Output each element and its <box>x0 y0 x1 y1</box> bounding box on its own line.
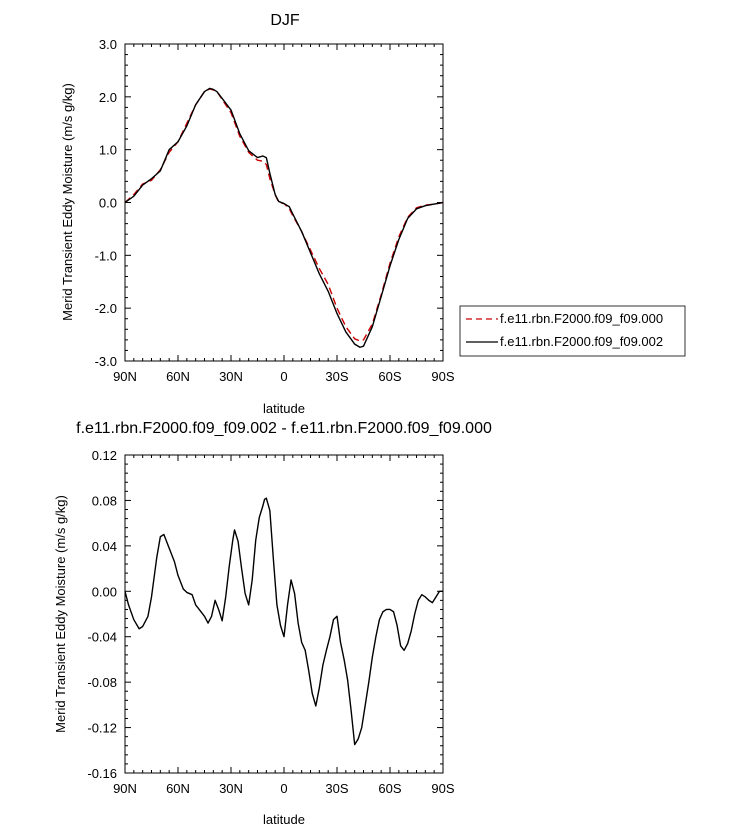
top-chart-x-axis-label: latitude <box>263 401 305 416</box>
y-tick-label: -1.0 <box>95 248 117 263</box>
y-tick-label: -3.0 <box>95 354 117 369</box>
x-tick-label: 30N <box>219 781 243 796</box>
y-tick-label: -0.04 <box>87 630 117 645</box>
y-tick-label: 3.0 <box>99 37 117 52</box>
series-line-1 <box>124 87 444 348</box>
y-tick-label: 1.0 <box>99 143 117 158</box>
top-chart: DJF Merid Transient Eddy Moisture (m/s g… <box>60 12 455 416</box>
top-chart-title: DJF <box>270 12 300 29</box>
x-tick-label: 60N <box>166 781 190 796</box>
x-tick-label: 60N <box>166 369 190 384</box>
x-tick-label: 30S <box>325 369 348 384</box>
legend-box <box>459 305 686 357</box>
x-tick-label: 0 <box>280 781 287 796</box>
series-line-0 <box>124 88 444 342</box>
y-tick-label: -2.0 <box>95 301 117 316</box>
x-tick-label: 90N <box>113 369 137 384</box>
y-tick-label: 0.08 <box>92 493 117 508</box>
x-tick-label: 90S <box>431 781 454 796</box>
y-tick-label: 0.12 <box>92 448 117 463</box>
plot-frame <box>124 43 444 362</box>
y-tick-label: -0.16 <box>87 766 117 781</box>
x-tick-label: 30N <box>219 369 243 384</box>
x-tick-label: 90S <box>431 369 454 384</box>
top-chart-y-axis-label: Merid Transient Eddy Moisture (m/s g/kg) <box>60 83 75 321</box>
x-tick-label: 90N <box>113 781 137 796</box>
bottom-chart-y-axis-label: Merid Transient Eddy Moisture (m/s g/kg) <box>53 495 68 733</box>
x-tick-label: 60S <box>378 369 401 384</box>
legend-label-series-1: f.e11.rbn.F2000.f09_f09.002 <box>500 334 663 349</box>
x-tick-label: 0 <box>280 369 287 384</box>
y-tick-label: 2.0 <box>99 90 117 105</box>
y-tick-label: -0.12 <box>87 721 117 736</box>
series-line-0 <box>124 497 443 746</box>
x-tick-label: 30S <box>325 781 348 796</box>
y-tick-label: 0.00 <box>92 584 117 599</box>
top-chart-legend: f.e11.rbn.F2000.f09_f09.000 f.e11.rbn.F2… <box>459 305 686 357</box>
legend-label-series-0: f.e11.rbn.F2000.f09_f09.000 <box>500 311 663 326</box>
y-tick-label: 0.0 <box>99 196 117 211</box>
plot-frame <box>124 454 444 774</box>
bottom-chart-x-axis-label: latitude <box>263 812 305 827</box>
y-tick-label: -0.08 <box>87 675 117 690</box>
bottom-chart: f.e11.rbn.F2000.f09_f09.002 - f.e11.rbn.… <box>53 420 492 827</box>
bottom-chart-title: f.e11.rbn.F2000.f09_f09.002 - f.e11.rbn.… <box>76 420 492 437</box>
x-tick-label: 60S <box>378 781 401 796</box>
y-tick-label: 0.04 <box>92 539 117 554</box>
